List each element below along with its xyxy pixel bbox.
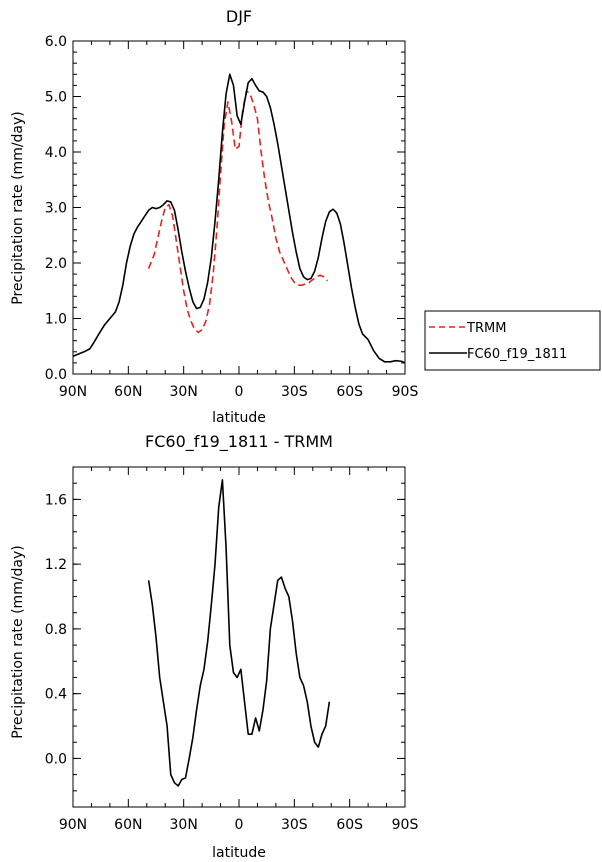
top-x-axis-label: latitude — [212, 410, 266, 426]
top-y-tick-label: 6.0 — [45, 34, 67, 50]
top-x-tick-label: 0 — [235, 384, 244, 400]
bottom-y-tick-label: 0.8 — [45, 622, 67, 638]
bottom-y-tick-label: 1.6 — [45, 492, 67, 508]
bottom-x-tick-label: 30N — [170, 817, 198, 833]
bottom-y-tick-label: 1.2 — [45, 557, 67, 573]
bottom-x-tick-label: 90S — [392, 817, 419, 833]
bottom-x-tick-label: 60N — [114, 817, 142, 833]
bottom-series-line-0 — [147, 479, 331, 787]
djf-panel: DJF Precipitation rate (mm/day) latitude… — [10, 7, 418, 426]
top-series-line-fc60-f19-1811 — [72, 73, 406, 364]
top-y-tick-label: 3.0 — [45, 201, 67, 217]
top-x-tick-label: 90S — [392, 384, 419, 400]
bottom-chart-title: FC60_f19_1811 - TRMM — [145, 432, 333, 452]
top-x-tick-label: 60S — [336, 384, 363, 400]
bottom-x-tick-label: 30S — [281, 817, 308, 833]
bottom-x-tick-label: 0 — [235, 817, 244, 833]
top-series-group — [72, 73, 406, 364]
top-y-tick-label: 5.0 — [45, 90, 67, 106]
bottom-y-axis-label: Precipitation rate (mm/day) — [10, 545, 26, 739]
top-x-tick-label: 60N — [114, 384, 142, 400]
legend: TRMM FC60_f19_1811 — [424, 310, 601, 371]
bottom-plot-frame — [72, 466, 406, 808]
bottom-ticks: 90N 60N 30N 0 30S 60S 90S 0.0 0.4 0.8 1.2 1.6 — [45, 466, 419, 833]
top-x-tick-label: 90N — [59, 384, 87, 400]
top-series-line-trmm — [147, 90, 329, 334]
legend-label-trmm: TRMM — [466, 321, 506, 336]
top-y-axis-label: Precipitation rate (mm/day) — [10, 111, 26, 305]
top-x-tick-label: 30S — [281, 384, 308, 400]
bottom-x-axis-label: latitude — [212, 845, 266, 861]
difference-panel: FC60_f19_1811 - TRMM Precipitation rate … — [10, 432, 418, 861]
top-x-tick-label: 30N — [170, 384, 198, 400]
top-y-tick-label: 0.0 — [45, 367, 67, 383]
bottom-x-tick-label: 90N — [59, 817, 87, 833]
top-y-tick-label: 1.0 — [45, 312, 67, 328]
legend-label-model: FC60_f19_1811 — [467, 347, 567, 362]
bottom-series-group — [147, 479, 331, 787]
top-y-tick-label: 2.0 — [45, 256, 67, 272]
top-chart-title: DJF — [226, 7, 252, 26]
top-y-tick-label: 4.0 — [45, 145, 67, 161]
bottom-y-tick-label: 0.0 — [45, 751, 67, 767]
bottom-y-tick-label: 0.4 — [45, 687, 67, 703]
legend-box — [424, 310, 601, 371]
top-ticks: 90N 60N 30N 0 30S 60S 90S 0.0 1.0 2.0 3.0 4.0 5.0 6.0 — [45, 34, 419, 400]
top-plot-frame — [72, 40, 406, 375]
bottom-x-tick-label: 60S — [336, 817, 363, 833]
